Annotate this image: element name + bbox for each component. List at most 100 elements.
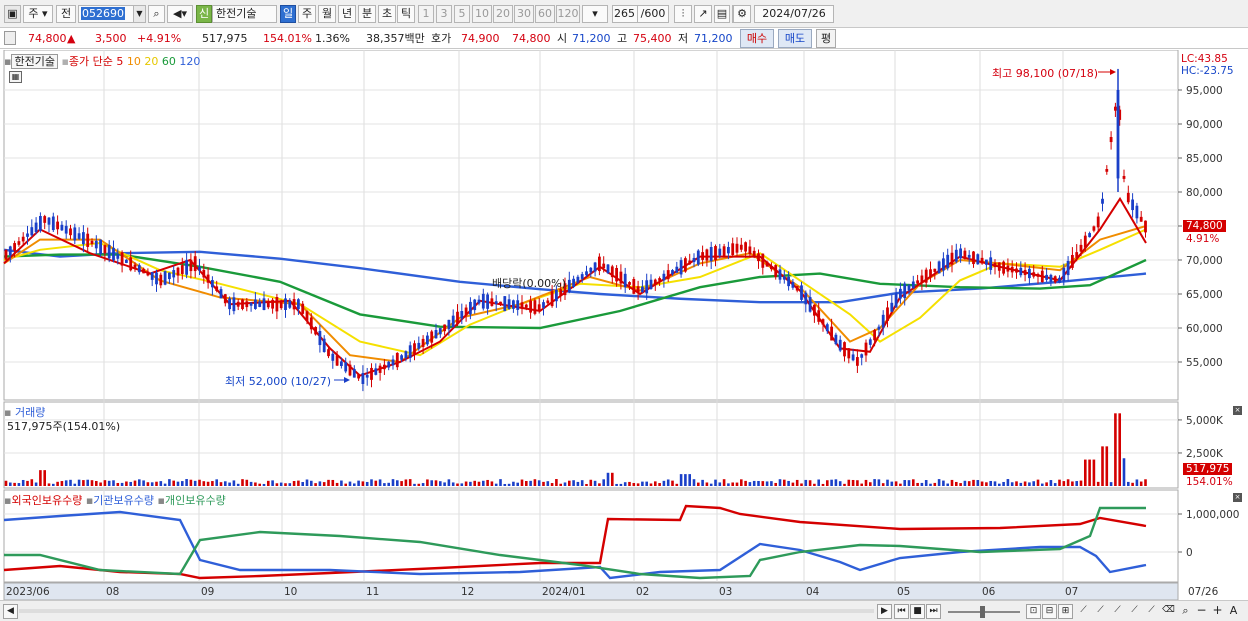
candle-body: [370, 367, 373, 380]
code-dropdown-icon[interactable]: ▼: [133, 5, 146, 23]
volume-title[interactable]: 거래량: [14, 406, 46, 419]
calendar-icon[interactable]: ▦: [9, 71, 22, 83]
interval-60-button[interactable]: 60: [535, 5, 555, 23]
volume-bar: [443, 482, 446, 486]
stock-filter-select[interactable]: 전: [56, 5, 76, 23]
zoom-in-icon[interactable]: +: [1212, 603, 1223, 617]
market-type-select[interactable]: 주 ▾: [23, 5, 53, 23]
stock-code-input[interactable]: 052690: [78, 5, 146, 23]
stock-name-field[interactable]: 한전기술: [212, 5, 277, 23]
candle-body: [688, 260, 692, 265]
legend-ma20[interactable]: 20: [144, 55, 159, 68]
interval-30-button[interactable]: 30: [514, 5, 534, 23]
low-annotation: 최저 52,000 (10/27): [225, 375, 332, 388]
date-input[interactable]: 2024/07/26: [754, 5, 834, 23]
speed-slider[interactable]: [948, 605, 1020, 618]
interval-10-button[interactable]: 10: [472, 5, 492, 23]
volume-bar: [400, 481, 403, 486]
legend-ma120[interactable]: 120: [179, 55, 201, 68]
candle-body: [223, 294, 227, 304]
volume-bar: [752, 480, 756, 486]
interval-1-button[interactable]: 1: [418, 5, 434, 23]
font-size-icon[interactable]: A: [1229, 604, 1238, 617]
volume-bar: [507, 483, 511, 486]
volume-bar: [641, 481, 644, 486]
volume-bar: [718, 482, 722, 486]
trend-tool-icon[interactable]: ⟋: [1097, 605, 1104, 615]
candle-body: [658, 278, 661, 281]
scroll-track[interactable]: [19, 609, 874, 613]
candle-body: [86, 233, 90, 247]
close-panel-icon[interactable]: ×: [1233, 493, 1242, 502]
period-week-button[interactable]: 주: [298, 5, 316, 23]
legend-ma5[interactable]: 5: [116, 55, 124, 68]
volume-bar: [232, 480, 236, 486]
legend-stock-name[interactable]: 한전기술: [11, 54, 58, 69]
volume-bar: [847, 479, 851, 486]
volume-bar: [52, 483, 55, 486]
volume-bar: [9, 482, 12, 486]
candle-body: [838, 339, 842, 351]
legend-institution[interactable]: 기관보유수량: [93, 494, 155, 507]
rewind-icon[interactable]: ⏮: [894, 604, 909, 619]
volume-bar: [284, 483, 287, 486]
line-tool-icon[interactable]: ⟋: [1080, 605, 1087, 615]
zoom-out-icon[interactable]: −: [1196, 603, 1207, 617]
fast-forward-icon[interactable]: ⏭: [926, 604, 941, 619]
draw-tool-icon[interactable]: ↗: [694, 5, 712, 23]
chart-scrollbar[interactable]: ◀ ▶ ⏮ ■ ⏭ ⊡ ⊟ ⊞ ⟋ ⟋ ⟋ ⟋ ⟋ ⌫ ⌕ − + A: [0, 600, 1248, 621]
volume-bar: [916, 482, 919, 486]
period-day-button[interactable]: 일: [280, 5, 296, 23]
legend-ma60[interactable]: 60: [161, 55, 176, 68]
settings-icon[interactable]: ⚙: [733, 5, 751, 23]
speaker-icon[interactable]: ◀▾: [167, 5, 193, 23]
volume-value-text: 517,975주(154.01%): [7, 420, 121, 433]
volume-bar: [533, 479, 537, 486]
volume-bar: [456, 483, 459, 486]
chart-canvas[interactable]: 2023/06 08 09 10 11 12 2024/01 02 03 04 05 06 07 07/2…: [0, 50, 1248, 600]
layout-split-icon[interactable]: ⊟: [1042, 604, 1057, 619]
text-tool-icon[interactable]: ⟋: [1148, 605, 1155, 615]
stop-icon[interactable]: ■: [910, 604, 925, 619]
zoom-icon[interactable]: ⌕: [1182, 604, 1189, 617]
interval-3-button[interactable]: 3: [436, 5, 452, 23]
eraser-tool-icon[interactable]: ⌫: [1162, 605, 1175, 615]
search-icon[interactable]: ⌕: [148, 5, 165, 23]
legend-foreign[interactable]: 외국인보유수량: [11, 494, 83, 507]
volume-bar: [482, 480, 485, 486]
candle-type-icon[interactable]: ⫶: [674, 5, 692, 23]
period-month-button[interactable]: 월: [318, 5, 336, 23]
fib-tool-icon[interactable]: ⟋: [1114, 605, 1121, 615]
buy-button[interactable]: 매수: [740, 29, 774, 48]
sell-button[interactable]: 매도: [778, 29, 812, 48]
interval-custom-select[interactable]: ▾: [582, 5, 608, 23]
volume-bar: [305, 479, 309, 486]
window-menu-icon[interactable]: ▣: [4, 5, 21, 23]
period-minute-button[interactable]: 분: [358, 5, 376, 23]
period-second-button[interactable]: 초: [378, 5, 396, 23]
interval-120-button[interactable]: 120: [556, 5, 580, 23]
candle-body: [1118, 109, 1122, 120]
legend-individual[interactable]: 개인보유수량: [164, 494, 226, 507]
scroll-right-icon[interactable]: ▶: [877, 604, 892, 619]
period-year-button[interactable]: 년: [338, 5, 356, 23]
scroll-left-icon[interactable]: ◀: [3, 604, 18, 619]
ma20-line: [3, 228, 1147, 357]
close-panel-icon[interactable]: ×: [1233, 406, 1242, 415]
channel-tool-icon[interactable]: ⟋: [1131, 605, 1138, 615]
layout-icon[interactable]: ⊡: [1026, 604, 1041, 619]
period-tick-button[interactable]: 틱: [397, 5, 415, 23]
speed-slider-thumb[interactable]: [980, 606, 985, 618]
save-icon[interactable]: ▤: [714, 5, 730, 23]
volume-bar: [924, 480, 928, 486]
interval-20-button[interactable]: 20: [493, 5, 513, 23]
eval-button[interactable]: 평: [816, 29, 836, 48]
volume-bar: [129, 481, 132, 486]
legend-ma10[interactable]: 10: [126, 55, 141, 68]
quote-expand-icon[interactable]: [4, 31, 16, 45]
volume-bar: [34, 482, 38, 486]
interval-5-button[interactable]: 5: [454, 5, 470, 23]
layout-grid-icon[interactable]: ⊞: [1058, 604, 1073, 619]
count-input[interactable]: 265: [612, 5, 638, 23]
legend-ma-type[interactable]: 종가 단순: [68, 55, 113, 68]
